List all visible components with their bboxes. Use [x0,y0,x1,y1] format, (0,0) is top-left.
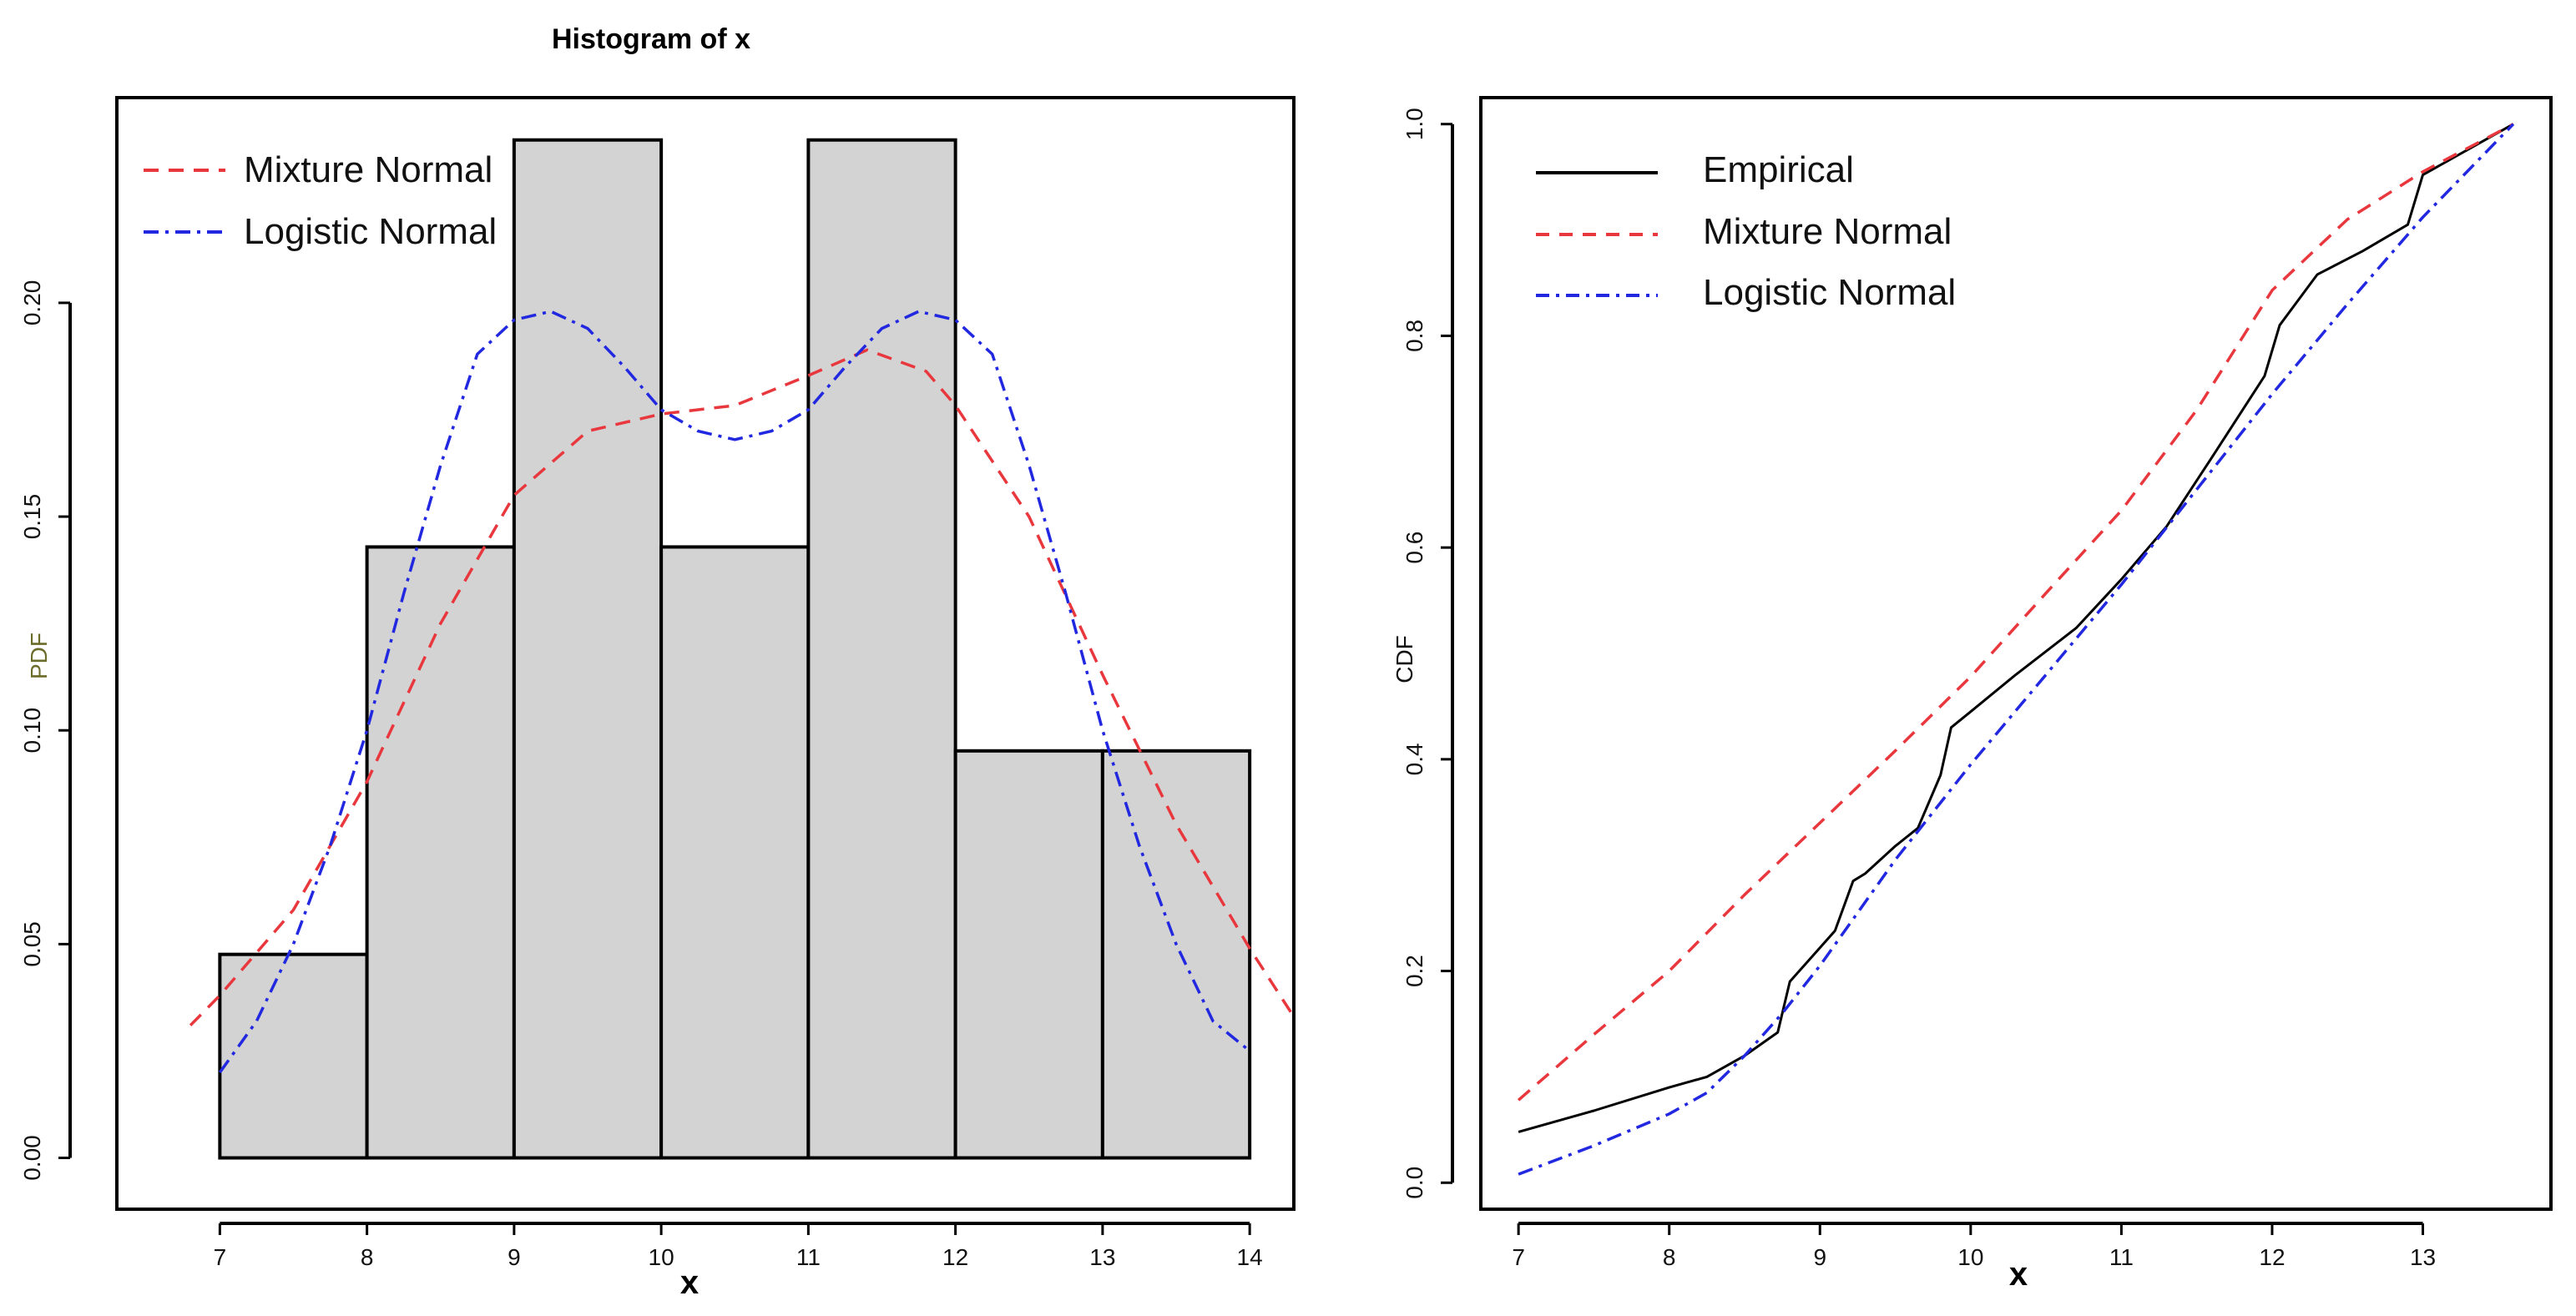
x-tick-label: 9 [508,1244,521,1270]
y-tick-label: 0.6 [1402,532,1427,564]
legend-label-mixture-normal: Mixture Normal [1703,211,1952,252]
series-line-empirical [1518,123,2514,1133]
legend: Mixture Normal Logistic Normal [144,149,497,252]
x-tick-label: 10 [649,1244,674,1270]
y-tick-label: 0.05 [19,921,45,967]
y-tick-label: 0.4 [1402,743,1427,775]
legend-label-empirical: Empirical [1703,149,1854,190]
x-tick-label: 8 [361,1244,374,1270]
x-axis-label: x [2009,1256,2028,1293]
x-tick-label: 7 [214,1244,227,1270]
x-tick-label: 12 [942,1244,968,1270]
y-tick-label: 1.0 [1402,108,1427,140]
series-line-mixture-normal [1517,123,2514,1102]
chart-title: Histogram of x [552,23,750,55]
y-axis-label: PDF [26,633,52,679]
x-axis: 7 8 9 10 11 12 13 [1512,1222,2436,1270]
x-tick-label: 12 [2259,1244,2285,1270]
plot-frame [1479,96,2553,1211]
x-tick-label: 11 [2109,1244,2134,1270]
series-line-logistic-normal [1518,123,2515,1176]
x-tick-label: 13 [2410,1244,2436,1270]
y-tick-label: 0.15 [19,494,45,540]
density-curves [189,310,1296,1074]
histogram-bar [806,138,957,1160]
histogram-bar [659,545,811,1160]
x-tick-label: 13 [1089,1244,1115,1270]
cdf-panel: 7 8 9 10 11 12 13 0.0 0.2 0.4 0.6 0.8 1.0 x CDF Emp… [1392,96,2553,1293]
legend-label-mixture-normal: Mixture Normal [244,149,492,190]
histogram-bar [218,952,369,1160]
histogram-bar [512,138,664,1160]
y-tick-label: 0.8 [1402,320,1427,352]
y-tick-label: 0.2 [1402,955,1427,987]
legend-label-logistic-normal: Logistic Normal [1703,272,1956,313]
legend: Empirical Mixture Normal Logistic Normal [1536,149,1956,313]
x-tick-label: 14 [1237,1244,1263,1270]
histogram-bar [953,749,1104,1160]
x-tick-label: 10 [1957,1244,1983,1270]
y-tick-label: 0.00 [19,1135,45,1181]
x-tick-label: 8 [1663,1244,1676,1270]
y-tick-label: 0.0 [1402,1167,1427,1199]
x-axis: 7 8 9 10 11 12 13 14 [214,1222,1263,1270]
histogram-panel: Histogram of x 7 8 9 10 11 12 13 14 0.00 0.05 0.1… [19,23,1296,1301]
cdf-curves [1517,123,2515,1176]
y-axis: 0.0 0.2 0.4 0.6 0.8 1.0 [1402,108,1454,1199]
y-tick-label: 0.20 [19,280,45,326]
legend-label-logistic-normal: Logistic Normal [244,211,497,252]
x-tick-label: 9 [1813,1244,1826,1270]
histogram-bar [1100,749,1252,1160]
series-line-mixture-normal [189,348,1296,1026]
series-line-logistic-normal [218,310,1251,1074]
x-tick-label: 7 [1512,1244,1525,1270]
plot-frame [115,96,1296,1211]
x-axis-label: x [680,1264,699,1301]
histogram-bar [365,545,516,1160]
x-tick-label: 11 [796,1244,821,1270]
y-tick-label: 0.10 [19,708,45,754]
histogram-bars [218,138,1252,1160]
y-axis: 0.00 0.05 0.10 0.15 0.20 [19,280,72,1181]
y-axis-label: CDF [1392,635,1417,683]
